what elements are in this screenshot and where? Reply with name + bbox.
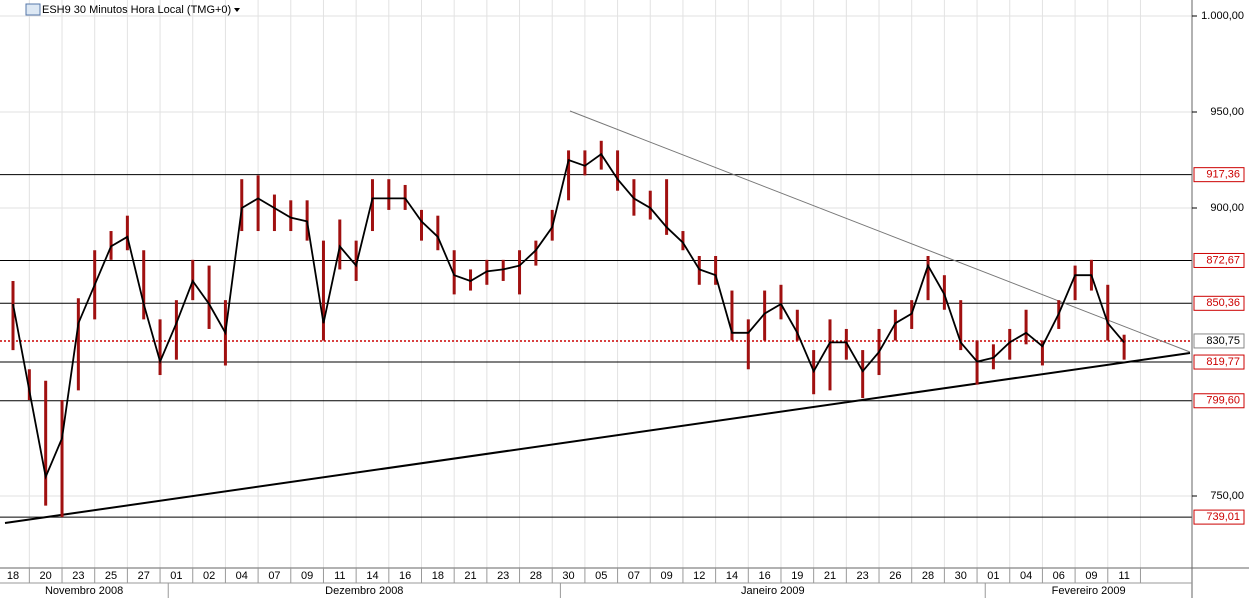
x-tick-label: 07 bbox=[628, 570, 640, 582]
month-label: Dezembro 2008 bbox=[325, 585, 403, 597]
x-tick-label: 23 bbox=[497, 570, 509, 582]
x-tick-label: 07 bbox=[268, 570, 280, 582]
level-label-box bbox=[1193, 393, 1245, 409]
x-tick-label: 11 bbox=[1118, 570, 1129, 582]
x-tick-label: 18 bbox=[7, 570, 19, 582]
level-label: 799,60 bbox=[1206, 395, 1240, 407]
level-label: 850,36 bbox=[1206, 297, 1240, 309]
x-tick-label: 01 bbox=[170, 570, 182, 582]
x-tick-label: 18 bbox=[432, 570, 444, 582]
x-tick-label: 11 bbox=[334, 570, 345, 582]
dropdown-arrow[interactable] bbox=[234, 8, 240, 12]
support-trendline bbox=[4, 352, 1191, 524]
x-tick-label: 20 bbox=[40, 570, 52, 582]
y-tick-label: 1.000,00 bbox=[1201, 10, 1244, 22]
x-tick-label: 30 bbox=[955, 570, 967, 582]
price-marks bbox=[11, 140, 1126, 518]
x-tick-label: 12 bbox=[693, 570, 705, 582]
x-tick-label: 30 bbox=[562, 570, 574, 582]
month-label: Fevereiro 2009 bbox=[1052, 585, 1126, 597]
chart-title: ESH9 30 Minutos Hora Local (TMG+0) bbox=[42, 4, 231, 16]
x-tick-label: 21 bbox=[824, 570, 836, 582]
month-label: Janeiro 2009 bbox=[741, 585, 805, 597]
level-label-box bbox=[1193, 167, 1245, 183]
x-tick-label: 16 bbox=[399, 570, 411, 582]
axes: 1.000,00 950,00 900,00 750,00 18 20 23 25 27 01 02… bbox=[7, 10, 1245, 598]
level-label: 872,67 bbox=[1206, 254, 1240, 266]
level-label: 739,01 bbox=[1206, 511, 1240, 523]
level-label-box bbox=[1193, 252, 1245, 268]
x-tick-label: 23 bbox=[857, 570, 869, 582]
y-tick-label: 900,00 bbox=[1210, 202, 1244, 214]
level-label: 917,36 bbox=[1206, 169, 1240, 181]
y-tick-label: 750,00 bbox=[1210, 490, 1244, 502]
close-line bbox=[12, 152, 1125, 480]
x-tick-label: 02 bbox=[203, 570, 215, 582]
resistance-trendline bbox=[569, 110, 1191, 353]
last-price-box bbox=[1193, 333, 1245, 349]
x-tick-label: 14 bbox=[366, 570, 378, 582]
x-tick-label: 23 bbox=[72, 570, 84, 582]
x-tick-label: 09 bbox=[301, 570, 313, 582]
x-tick-label: 06 bbox=[1053, 570, 1065, 582]
x-tick-label: 19 bbox=[791, 570, 803, 582]
last-price-label: 830,75 bbox=[1206, 335, 1240, 347]
level-label-box bbox=[1193, 295, 1245, 311]
x-tick-label: 25 bbox=[105, 570, 117, 582]
symbol-icon bbox=[25, 3, 41, 16]
x-tick-label: 14 bbox=[726, 570, 738, 582]
level-label-box bbox=[1193, 354, 1245, 370]
x-tick-label: 04 bbox=[236, 570, 248, 582]
x-tick-label: 28 bbox=[922, 570, 934, 582]
x-tick-label: 09 bbox=[1085, 570, 1097, 582]
y-tick-label: 950,00 bbox=[1210, 106, 1244, 118]
x-tick-label: 28 bbox=[530, 570, 542, 582]
x-tick-label: 01 bbox=[987, 570, 999, 582]
month-label: Novembro 2008 bbox=[45, 585, 123, 597]
x-tick-label: 09 bbox=[660, 570, 672, 582]
level-label: 819,77 bbox=[1206, 356, 1240, 368]
x-tick-label: 16 bbox=[759, 570, 771, 582]
x-tick-label: 21 bbox=[464, 570, 476, 582]
header: ESH9 30 Minutos Hora Local (TMG+0) bbox=[25, 3, 240, 16]
levels bbox=[0, 174, 1192, 518]
level-label-box bbox=[1193, 509, 1245, 525]
x-tick-label: 05 bbox=[595, 570, 607, 582]
x-tick-label: 27 bbox=[138, 570, 150, 582]
x-tick-label: 26 bbox=[889, 570, 901, 582]
x-tick-label: 04 bbox=[1020, 570, 1032, 582]
